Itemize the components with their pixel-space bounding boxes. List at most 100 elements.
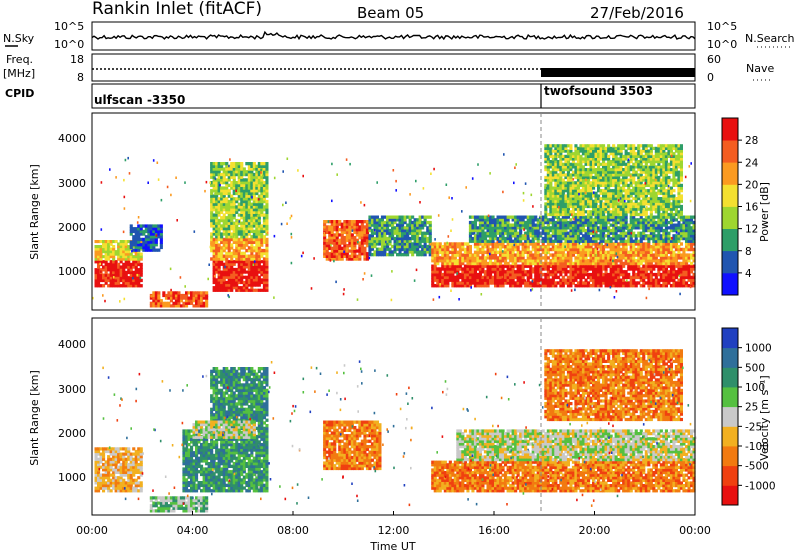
power-ytick-3000: 3000	[58, 177, 86, 190]
cpid-panel	[91, 83, 696, 109]
powerPlot-band-10	[431, 242, 696, 266]
cpid-program-1: ulfscan -3350	[94, 93, 185, 107]
powerBarTicks-label-6: 28	[745, 135, 758, 147]
powerPlot-band-11	[468, 215, 696, 243]
powerBar-swatch-3	[722, 206, 738, 229]
velPlot-band-8	[544, 349, 683, 422]
velBar-swatch-7	[722, 347, 738, 368]
powerBar-swatch-0	[722, 272, 738, 296]
nsky-tick-top-left: 10^5	[54, 20, 84, 33]
velPlot-band-1	[149, 496, 209, 513]
velBarTicks-label-0: 1000	[745, 343, 772, 355]
velPlot-band-7	[456, 429, 696, 462]
nave-tick-bottom: 0	[707, 71, 714, 84]
nsky-tick-bottom-right: 10^0	[707, 38, 737, 51]
velBarTicks-label-7: -1000	[745, 480, 776, 492]
powerBarTicks-label-4: 20	[745, 179, 758, 191]
powerBarTicks-label-0: 4	[745, 268, 752, 280]
powerPlot-band-12	[544, 144, 683, 217]
velBar-swatch-5	[722, 387, 738, 408]
powerBarTicks-label-1: 8	[745, 246, 752, 258]
nave-fill-block	[541, 68, 695, 77]
velocity-colorbar-label: Velocity [m s⁻¹]	[758, 375, 771, 460]
velPlot-band-3	[210, 367, 269, 430]
nsky-panel	[91, 21, 696, 51]
beam-title: Beam 05	[357, 4, 424, 22]
x-tick-2: 08:00	[277, 524, 309, 537]
velBar-swatch-3	[722, 426, 738, 447]
velBarTicks-label-2: 100	[745, 382, 765, 394]
powerBar-swatch-4	[722, 184, 738, 207]
powerPlot-band-6	[210, 162, 269, 239]
nsky-trace	[91, 30, 696, 41]
velBarTicks-label-6: -500	[745, 461, 769, 473]
freq-unit-label: [MHz]	[3, 67, 35, 80]
freq-tick-bottom: 8	[77, 71, 84, 84]
nsky-tick-top-right: 10^5	[707, 20, 737, 33]
power-colorbar	[721, 117, 739, 296]
freq-label: Freq.	[6, 53, 33, 66]
powerPlot-band-8	[368, 215, 432, 257]
powerPlot-band-9	[431, 264, 696, 288]
x-axis-label: Time UT	[369, 540, 415, 553]
powerBar-swatch-1	[722, 250, 738, 274]
x-tick-6: 00:00	[679, 524, 711, 537]
power-ytick-4000: 4000	[58, 132, 86, 145]
powerBar-swatch-5	[722, 162, 738, 185]
velBarTicks-label-4: -25	[745, 421, 762, 433]
powerPlot-band-0	[94, 260, 143, 288]
velocity-ytick-2000: 2000	[58, 427, 86, 440]
velPlot-band-5	[323, 420, 382, 471]
velBar-swatch-6	[722, 367, 738, 388]
velBar-swatch-4	[722, 406, 738, 427]
velPlot-band-0	[94, 447, 143, 493]
powerBarTicks-label-5: 24	[745, 157, 759, 169]
powerBarTicks-label-2: 12	[745, 224, 758, 236]
powerPlot-band-7	[323, 220, 369, 261]
powerPlot-band-4	[212, 260, 269, 292]
power-heatmap	[92, 144, 696, 308]
power-ytick-2000: 2000	[58, 221, 86, 234]
date-title: 27/Feb/2016	[590, 4, 684, 22]
powerPlot-band-5	[210, 237, 269, 261]
cpid-program-2: twofsound 3503	[544, 84, 653, 98]
velBar-swatch-8	[722, 328, 738, 349]
x-tick-4: 16:00	[478, 524, 510, 537]
nsky-label: N.Sky	[3, 32, 35, 45]
powerPlot-band-2	[129, 224, 163, 252]
powerBar-swatch-7	[722, 118, 738, 141]
nave-label: Nave	[746, 62, 774, 75]
velPlot-band-6	[431, 460, 696, 493]
power-ylabel: Slant Range [km]	[28, 164, 41, 260]
cpid-label: CPID	[5, 87, 34, 100]
power-panel	[91, 112, 696, 311]
velocity-heatmap	[94, 349, 697, 513]
powerPlot-band-3	[149, 291, 209, 308]
velocity-colorbar	[721, 327, 739, 506]
x-tick-0: 00:00	[76, 524, 108, 537]
velBar-swatch-2	[722, 446, 738, 467]
freq-panel	[91, 53, 696, 82]
x-tick-1: 04:00	[177, 524, 209, 537]
velPlot-band-4	[192, 420, 256, 439]
powerBarTicks-label-3: 16	[745, 202, 759, 214]
nsky-tick-bottom-left: 10^0	[54, 38, 84, 51]
powerPlot-scatter	[92, 153, 692, 303]
velocity-ylabel: Slant Range [km]	[28, 370, 41, 466]
velBarTicks-label-3: 25	[745, 402, 758, 414]
nave-tick-top: 60	[707, 53, 721, 66]
velBar-swatch-1	[722, 465, 738, 486]
x-tick-5: 20:00	[579, 524, 611, 537]
power-ytick-1000: 1000	[58, 265, 86, 278]
powerBar-swatch-2	[722, 228, 738, 252]
x-tick-3: 12:00	[378, 524, 410, 537]
nsearch-label: N.Search	[745, 32, 795, 45]
power-colorbar-label: Power [dB]	[758, 182, 771, 242]
powerBar-swatch-6	[722, 140, 738, 163]
velocity-ytick-4000: 4000	[58, 338, 86, 351]
velocity-ytick-3000: 3000	[58, 383, 86, 396]
velBarTicks-label-5: -100	[745, 441, 769, 453]
velBar-swatch-0	[722, 485, 738, 506]
velPlot-scatter	[98, 358, 697, 507]
